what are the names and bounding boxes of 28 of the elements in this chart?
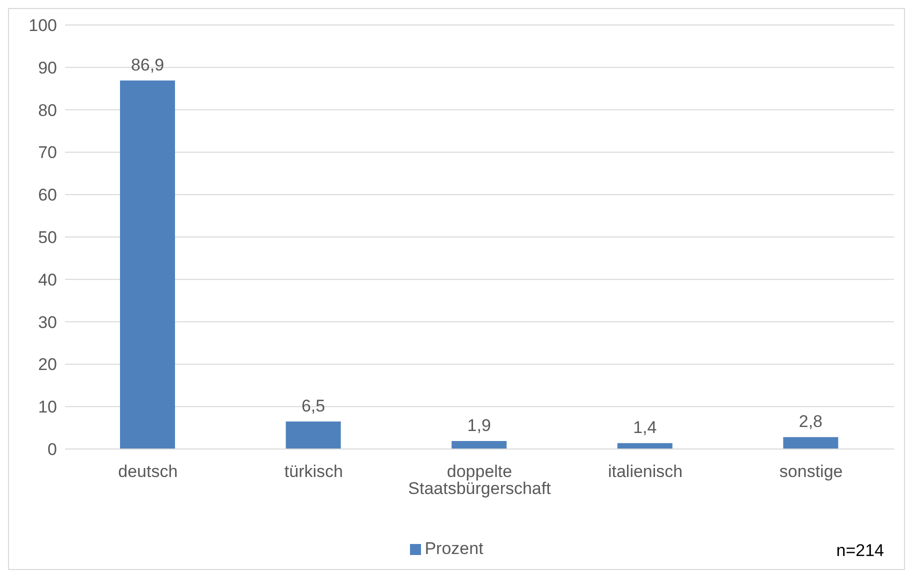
bar [783,437,838,449]
data-label: 1,9 [467,416,491,435]
y-tick-label: 30 [38,312,57,332]
bar [452,440,507,449]
legend-label: Prozent [424,539,484,558]
y-tick-label: 20 [38,355,57,374]
x-tick-label: türkisch [284,462,343,482]
data-label: 86,9 [130,56,164,75]
text: n=214 [836,541,884,561]
y-tick-label: 80 [38,100,57,120]
y-tick-label: 0 [48,440,57,460]
data-label: 2,8 [798,412,823,432]
data-label: 1,4 [633,418,657,438]
y-tick-label: 40 [38,270,57,290]
y-tick-label: 10 [38,398,57,417]
x-tick-label: doppelte Staatsbürgerschaft [408,462,552,498]
bar [120,80,175,449]
x-tick-label: sonstige [779,462,843,482]
bar [617,443,672,449]
y-tick-label: 50 [38,228,57,248]
data-label: 6,5 [301,396,326,416]
y-tick-label: 100 [28,16,57,36]
y-tick-label: 90 [38,58,57,78]
bar [286,421,341,449]
y-tick-label: 60 [38,186,57,205]
x-tick-label: italienisch [608,462,683,482]
y-tick-label: 70 [38,143,57,162]
x-tick-label: deutsch [118,462,178,482]
